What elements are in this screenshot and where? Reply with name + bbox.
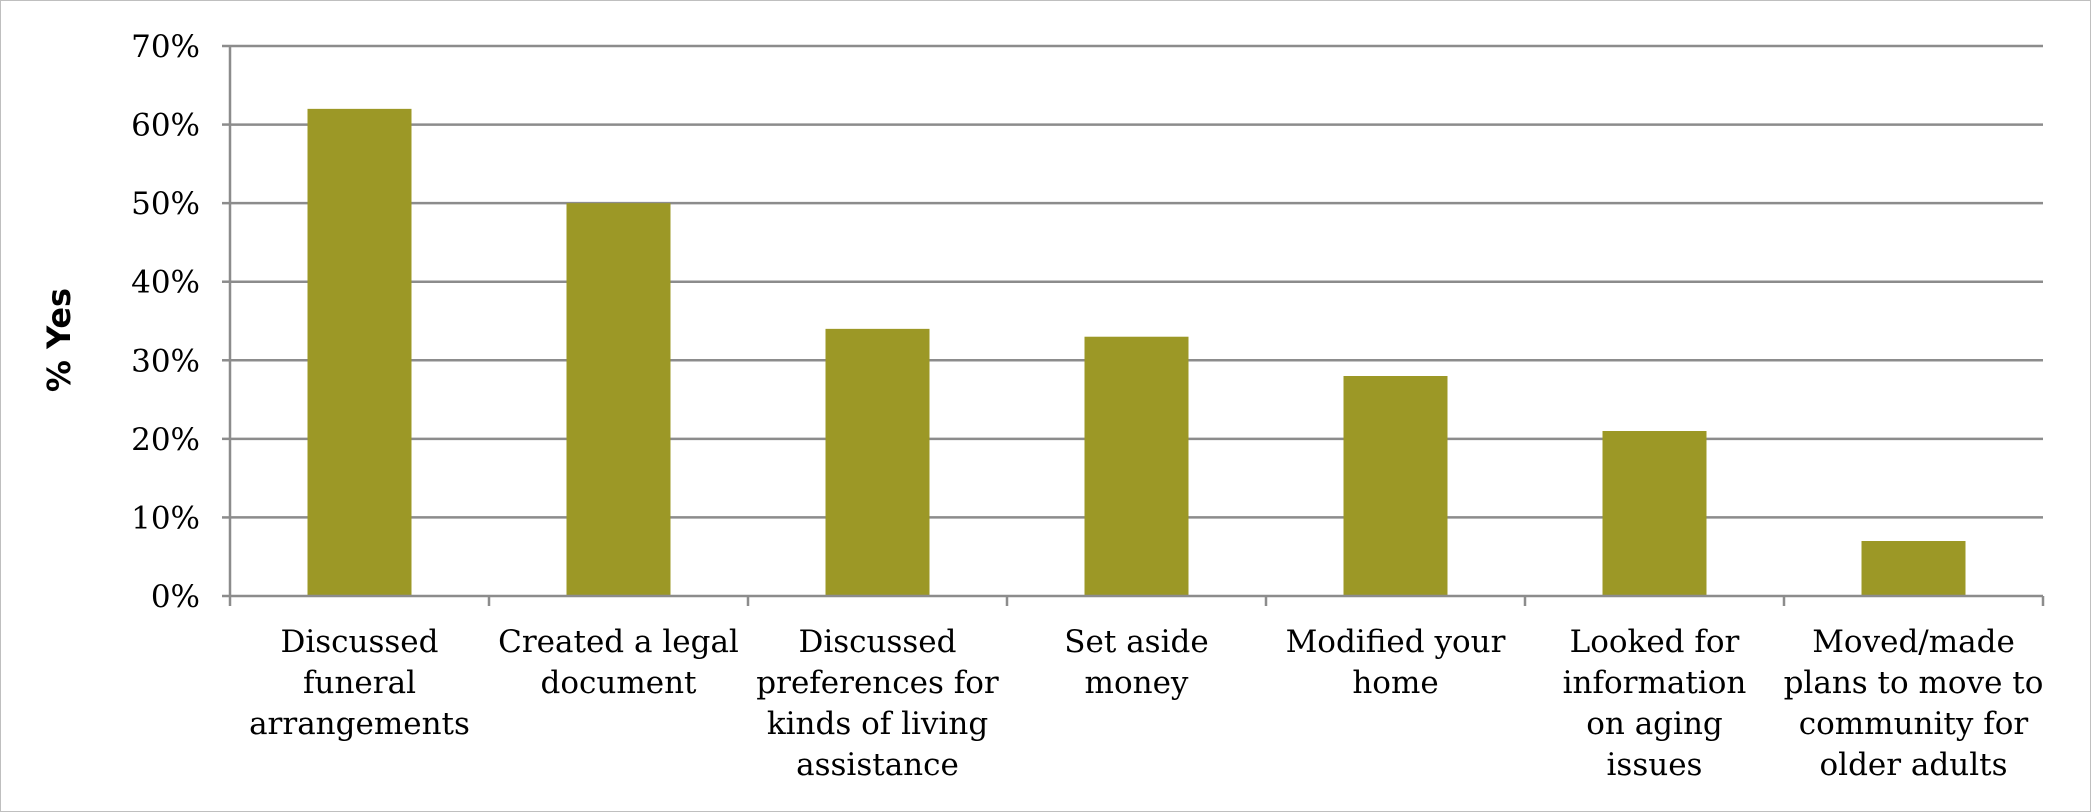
- bar: [1861, 541, 1966, 596]
- y-axis-label: % Yes: [40, 288, 78, 392]
- gridlines: [230, 44, 2043, 519]
- x-category-label: Created a legal document: [498, 624, 739, 701]
- y-tick-label: 30%: [131, 343, 200, 379]
- y-tick-label: 70%: [131, 29, 200, 65]
- y-tick-labels: 0% 10% 20% 30% 40% 50% 60% 70%: [131, 29, 200, 615]
- bar: [1084, 336, 1189, 596]
- x-category-label: Discussed preferences for kinds of living a…: [756, 624, 999, 783]
- x-category-label: Modified your home: [1286, 624, 1506, 701]
- bar: [307, 108, 412, 596]
- x-category-label: Moved/made plans to move to community for o…: [1784, 624, 2044, 783]
- bar: [566, 203, 671, 596]
- y-tick-label: 40%: [131, 265, 200, 301]
- y-tick-label: 60%: [131, 108, 200, 144]
- y-tick-label: 20%: [131, 422, 200, 458]
- bar: [1602, 431, 1707, 596]
- x-category-label: Set aside money: [1064, 624, 1208, 701]
- x-category-labels: Discussed funeral arrangements Created a le…: [249, 624, 2043, 783]
- axes: [222, 44, 2045, 606]
- x-category-label: Looked for information on aging issues: [1563, 624, 1747, 783]
- bar: [1343, 376, 1448, 596]
- y-tick-label: 0%: [151, 579, 200, 615]
- x-category-label: Discussed funeral arrangements: [249, 624, 470, 742]
- y-tick-label: 10%: [131, 500, 200, 536]
- bars: [307, 108, 1966, 596]
- bar: [825, 328, 930, 596]
- y-tick-label: 50%: [131, 186, 200, 222]
